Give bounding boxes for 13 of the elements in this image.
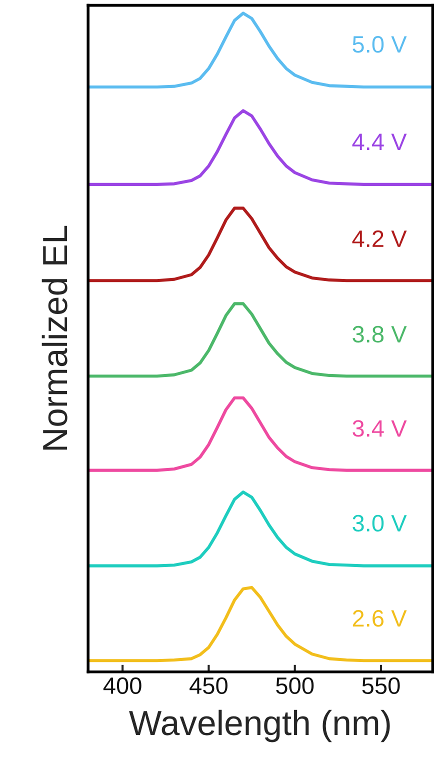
x-tick-label: 450 xyxy=(190,677,228,694)
series-label: 3.8 V xyxy=(352,326,407,343)
series-label: 4.4 V xyxy=(352,134,407,150)
series-label: 3.4 V xyxy=(352,420,407,437)
x-tick-label: 500 xyxy=(276,677,314,694)
y-axis-title: Normalized EL xyxy=(42,226,68,450)
x-axis-title: Wavelength (nm) xyxy=(129,710,390,742)
x-tick-label: 400 xyxy=(103,677,142,694)
x-tick-label: 550 xyxy=(362,677,400,694)
series-label: 4.2 V xyxy=(352,230,407,247)
series-label: 3.0 V xyxy=(352,514,407,532)
series-label: 5.0 V xyxy=(352,36,407,53)
series-label: 2.6 V xyxy=(352,610,407,627)
